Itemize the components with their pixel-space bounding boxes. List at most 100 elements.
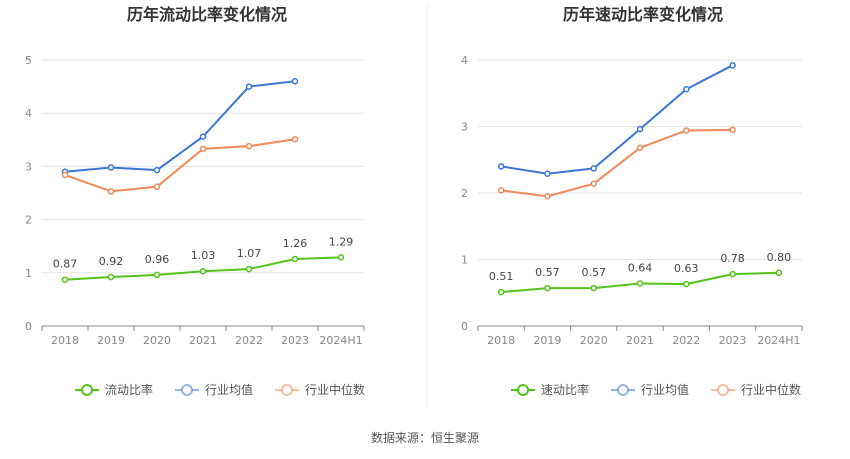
x-tick-label: 2020 xyxy=(580,334,608,347)
x-tick-label: 2023 xyxy=(719,334,747,347)
y-tick-label: 1 xyxy=(25,267,32,280)
series-point xyxy=(61,276,69,283)
series-point xyxy=(683,127,690,134)
series-point xyxy=(729,270,736,278)
y-tick-label: 4 xyxy=(25,107,32,120)
data-label: 0.87 xyxy=(53,258,78,271)
series-point xyxy=(291,136,299,143)
x-tick-label: 2018 xyxy=(487,334,515,347)
data-label: 1.26 xyxy=(283,237,308,250)
legend-label: 速动比率 xyxy=(541,382,589,397)
data-source: 数据来源：恒生聚源 xyxy=(371,430,479,445)
data-label: 0.57 xyxy=(581,266,606,279)
series-line xyxy=(501,128,733,198)
series-point xyxy=(61,171,69,179)
series-point xyxy=(497,288,505,296)
data-label: 0.92 xyxy=(99,255,124,268)
series-point xyxy=(636,280,644,287)
legend-label: 行业均值 xyxy=(641,382,689,397)
series-point xyxy=(544,193,551,200)
series-point xyxy=(683,86,690,93)
series-point xyxy=(729,126,736,134)
series-point xyxy=(153,166,161,174)
y-tick-label: 3 xyxy=(25,160,32,173)
series-point xyxy=(636,144,644,152)
legend-marker xyxy=(181,384,193,396)
legend-label: 行业中位数 xyxy=(741,382,801,397)
x-tick-label: 2022 xyxy=(672,334,700,347)
series-point xyxy=(636,125,644,133)
y-tick-label: 3 xyxy=(461,121,468,134)
legend-marker xyxy=(717,384,729,396)
data-label: 1.29 xyxy=(329,235,354,248)
data-label: 0.80 xyxy=(767,251,792,264)
x-tick-label: 2024H1 xyxy=(757,334,800,347)
data-label: 0.51 xyxy=(489,270,514,283)
legend-marker xyxy=(517,384,529,396)
series-point xyxy=(107,164,115,171)
series-point xyxy=(291,78,299,85)
legend-label: 行业中位数 xyxy=(305,382,365,397)
y-tick-label: 4 xyxy=(461,54,468,67)
x-tick-label: 2021 xyxy=(189,334,217,347)
series-point xyxy=(729,62,736,69)
x-tick-label: 2021 xyxy=(626,334,654,347)
x-tick-label: 2022 xyxy=(235,334,263,347)
series-line xyxy=(64,80,296,173)
chart-2-legend[interactable]: 速动比率 行业均值 行业中位数 xyxy=(511,382,801,397)
series-point xyxy=(245,142,253,150)
data-label: 0.57 xyxy=(535,266,560,279)
data-label: 1.03 xyxy=(191,249,216,262)
series-point xyxy=(291,255,299,263)
y-tick-label: 5 xyxy=(25,54,32,67)
series-point xyxy=(590,165,597,172)
data-label: 0.63 xyxy=(674,262,699,275)
chart-2-title: 历年速动比率变化情况 xyxy=(563,5,723,24)
x-tick-label: 2019 xyxy=(97,334,125,347)
data-label: 0.78 xyxy=(720,252,745,265)
series-point xyxy=(199,267,207,275)
series-point xyxy=(590,180,597,187)
data-label: 1.07 xyxy=(237,247,262,260)
series-point xyxy=(107,273,115,281)
legend-label: 流动比率 xyxy=(105,382,153,397)
y-tick-label: 0 xyxy=(461,320,468,333)
y-tick-label: 1 xyxy=(461,254,468,267)
series-point xyxy=(497,187,505,194)
series-point xyxy=(590,284,597,292)
series-point xyxy=(775,269,783,277)
series-line xyxy=(64,138,296,193)
data-label: 0.96 xyxy=(145,253,170,266)
series-point xyxy=(497,163,505,170)
series-point xyxy=(337,254,345,261)
series-line xyxy=(500,64,734,175)
x-tick-label: 2019 xyxy=(533,334,561,347)
series-point xyxy=(199,145,207,153)
legend-marker xyxy=(81,384,93,396)
chart-1-title: 历年流动比率变化情况 xyxy=(127,5,287,24)
x-tick-label: 2023 xyxy=(281,334,309,347)
legend-label: 行业均值 xyxy=(205,382,253,397)
chart-2: 0 1 2 3 4 2018 2019 2020 2021 2022 2023 2024H1 0.51 0… xyxy=(461,54,803,347)
series-point xyxy=(153,183,161,190)
y-tick-label: 0 xyxy=(25,320,32,333)
series-point xyxy=(153,271,161,279)
series-point xyxy=(683,280,690,288)
legend-marker xyxy=(617,384,629,396)
x-tick-label: 2020 xyxy=(143,334,171,347)
series-point xyxy=(199,133,207,140)
series-point xyxy=(544,284,551,292)
y-tick-label: 2 xyxy=(25,214,32,227)
chart-1: 0 1 2 3 4 5 2018 2019 2020 2021 2022 2023 2024H1 0.87… xyxy=(25,54,365,347)
data-label: 0.64 xyxy=(628,261,653,274)
y-tick-label: 2 xyxy=(461,187,468,200)
series-point xyxy=(544,170,551,177)
chart-1-legend[interactable]: 流动比率 行业均值 行业中位数 xyxy=(75,382,365,397)
series-point xyxy=(107,188,115,195)
x-tick-label: 2024H1 xyxy=(319,334,362,347)
x-tick-label: 2018 xyxy=(51,334,79,347)
series-point xyxy=(245,83,253,90)
legend-marker xyxy=(281,384,293,396)
series-point xyxy=(245,265,253,273)
